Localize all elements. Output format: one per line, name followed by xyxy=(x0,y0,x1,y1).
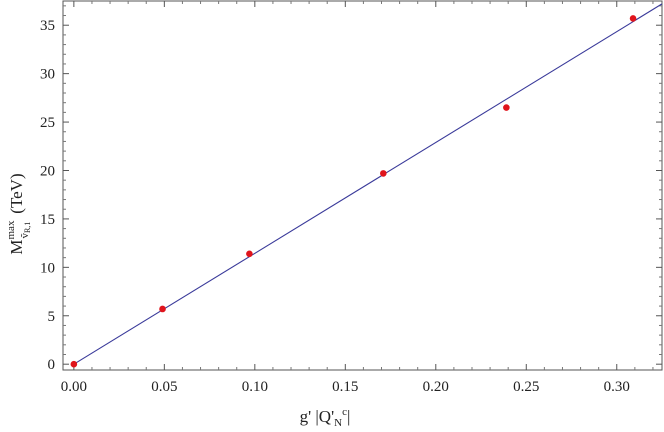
y-tick-label: 20 xyxy=(40,163,55,179)
data-point xyxy=(629,15,637,22)
data-point xyxy=(503,104,510,111)
x-axis-title-sup: c xyxy=(342,406,347,418)
x-tick-label: 0.00 xyxy=(61,379,87,395)
x-axis-title-text: g' |Q' xyxy=(300,407,335,426)
y-tick-label: 15 xyxy=(40,212,55,228)
x-tick-label: 0.05 xyxy=(151,379,177,395)
y-tick-label: 10 xyxy=(40,260,55,276)
y-tick-label: 30 xyxy=(40,67,55,83)
plot-border xyxy=(62,0,663,371)
x-axis-title: g' |Q'Nc| xyxy=(300,406,351,429)
data-point xyxy=(70,360,78,368)
data-point xyxy=(246,250,253,258)
y-axis-title-main: M xyxy=(7,240,26,255)
y-tick-label: 35 xyxy=(40,18,55,34)
x-axis-title-end: | xyxy=(347,407,350,426)
data-point xyxy=(380,170,387,177)
y-axis-title-unit: (TeV) xyxy=(7,173,26,213)
y-axis-title: Mmax ṽR,1 (TeV) xyxy=(5,173,32,254)
fit-line xyxy=(73,3,663,365)
data-point xyxy=(159,305,166,313)
x-axis: 0.00 0.05 0.10 0.15 0.20 0.25 0.30 xyxy=(61,1,654,395)
x-tick-label: 0.25 xyxy=(513,379,539,395)
y-axis: 0 5 10 15 20 25 30 35 xyxy=(40,5,662,373)
x-tick-label: 0.15 xyxy=(332,379,358,395)
data-points xyxy=(70,15,637,368)
x-axis-title-sub: N xyxy=(334,417,342,429)
y-axis-title-sub: ṽ xyxy=(19,233,31,239)
x-tick-label: 0.30 xyxy=(604,379,630,395)
plot-frame xyxy=(62,0,663,371)
y-axis-title-subsub: R,1 xyxy=(23,222,32,233)
fit-line-path xyxy=(73,3,663,365)
y-axis-title-sup: max xyxy=(5,220,17,239)
y-tick-label: 0 xyxy=(48,357,56,373)
x-tick-label: 0.20 xyxy=(423,379,449,395)
x-tick-label: 0.10 xyxy=(242,379,268,395)
y-tick-label: 5 xyxy=(48,309,56,325)
y-tick-label: 25 xyxy=(40,115,55,131)
